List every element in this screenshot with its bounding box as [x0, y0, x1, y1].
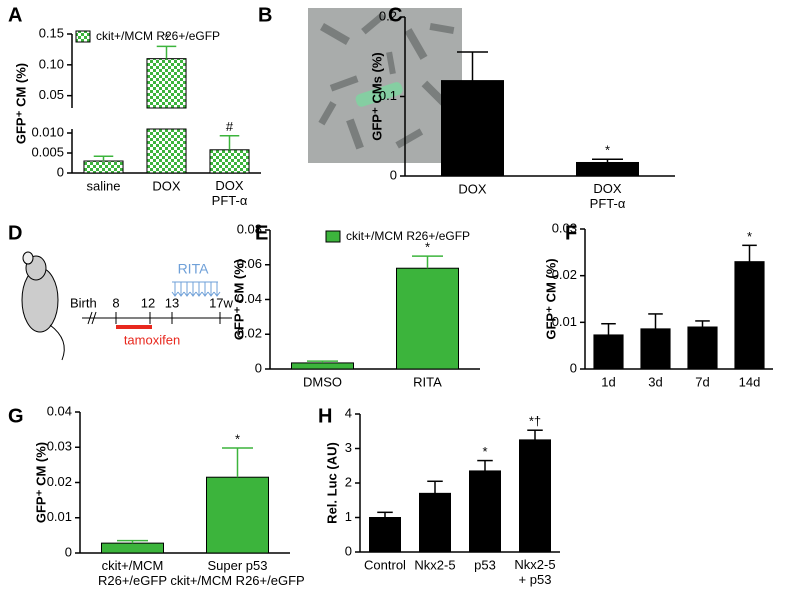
diagram-label: tamoxifen [124, 332, 180, 347]
bar [83, 160, 124, 174]
x-tick-label: DOX [152, 178, 181, 193]
y-tick-label: 0.10 [39, 56, 64, 71]
diagram-label: 13 [165, 295, 179, 310]
y-tick-label: 3 [345, 440, 352, 455]
bar [441, 80, 504, 177]
y-tick-label: 0.01 [552, 314, 577, 329]
y-tick-label: 0.04 [47, 403, 72, 418]
y-tick-label: 0.05 [39, 87, 64, 102]
y-tick-label: 4 [345, 405, 352, 420]
annotation: *† [529, 414, 541, 429]
y-tick-label: 0 [65, 544, 72, 559]
bar [519, 439, 551, 553]
x-tick-label: saline [87, 178, 121, 193]
annotation: * [482, 444, 487, 459]
legend-label: ckit+/MCM R26+/eGFP [96, 29, 220, 43]
panel-label: G [8, 405, 24, 427]
x-tick-label: 14d [739, 374, 761, 389]
y-tick-label: 0.005 [31, 144, 64, 159]
x-tick-label: DMSO [303, 374, 342, 389]
y-tick-label: 0.01 [47, 509, 72, 524]
panel-label: C [388, 4, 402, 26]
y-tick-label: 2 [345, 474, 352, 489]
x-tick-label: Super p53 ckit+/MCM R26+/eGFP [170, 558, 304, 588]
y-tick-label: 0.2 [379, 8, 397, 23]
diagram-label: 8 [112, 295, 119, 310]
bar [146, 58, 187, 109]
y-tick-label: 0.02 [237, 326, 262, 341]
panel-label: B [258, 4, 272, 26]
x-tick-label: Control [364, 557, 406, 572]
x-tick-label: Nkx2-5 [414, 557, 455, 572]
annotation: # [226, 119, 234, 134]
panel-label: H [318, 405, 332, 427]
legend-swatch [325, 230, 341, 243]
bar [146, 128, 187, 174]
diagram-label: 17w [209, 295, 233, 310]
x-tick-label: 3d [648, 374, 662, 389]
y-tick-label: 0.06 [237, 256, 262, 271]
bar [593, 334, 624, 370]
y-axis-label: GFP⁺ CM (%) [33, 442, 48, 523]
diagram-label: Birth [70, 295, 97, 310]
panel-label: A [8, 4, 22, 26]
x-tick-label: p53 [474, 557, 496, 572]
x-tick-label: DOX [458, 181, 487, 196]
y-tick-label: 0.03 [552, 220, 577, 235]
y-axis-label: GFP⁺ CM (%) [543, 258, 558, 339]
bar [209, 149, 250, 174]
y-tick-label: 0.03 [47, 439, 72, 454]
y-axis-label: Rel. Luc (AU) [324, 442, 339, 524]
panel-label: E [255, 222, 268, 244]
bar [369, 517, 401, 553]
y-tick-label: 0.02 [552, 267, 577, 282]
bar [419, 492, 451, 553]
annotation: * [425, 240, 430, 255]
y-axis-label: GFP⁺ CM (%) [231, 259, 246, 340]
y-tick-label: 0.010 [31, 124, 64, 139]
bar [396, 267, 459, 370]
x-tick-label: ckit+/MCM R26+/eGFP [98, 558, 167, 588]
x-tick-label: Nkx2-5 + p53 [514, 557, 555, 587]
y-axis-label: GFP⁺ CM (%) [13, 63, 28, 144]
panel-label: F [565, 222, 577, 244]
y-axis-label: GFP⁺ CMs (%) [369, 52, 384, 140]
timeline-diagram: Birth 8 12 13 17w RITA tamoxifen [21, 251, 234, 361]
diagram-label: RITA [178, 261, 210, 277]
y-tick-label: 0.02 [47, 474, 72, 489]
y-tick-label: 0.1 [379, 88, 397, 103]
y-tick-label: 0 [345, 543, 352, 558]
x-tick-label: DOX PFT-α [590, 181, 626, 211]
x-tick-label: DOX PFT-α [212, 178, 248, 208]
y-tick-label: 0 [570, 360, 577, 375]
bar [291, 362, 354, 370]
y-tick-label: 0.08 [237, 221, 262, 236]
bar [687, 326, 718, 370]
bar [206, 476, 269, 554]
bar [576, 161, 639, 177]
diagram-label: 12 [141, 295, 155, 310]
panel-label: D [8, 222, 22, 244]
annotation: * [605, 143, 610, 158]
annotation: * [747, 229, 752, 244]
annotation: * [164, 30, 169, 45]
y-tick-label: 0.15 [39, 25, 64, 40]
x-tick-label: 1d [601, 374, 615, 389]
bar [640, 328, 671, 370]
y-tick-label: 0 [255, 360, 262, 375]
legend-swatch [75, 30, 91, 43]
y-tick-label: 0 [57, 164, 64, 179]
y-tick-label: 1 [345, 509, 352, 524]
bar [101, 542, 164, 554]
x-tick-label: RITA [413, 374, 442, 389]
annotation: * [235, 431, 240, 446]
bar [734, 261, 765, 370]
y-tick-label: 0 [390, 167, 397, 182]
y-tick-label: 0.04 [237, 291, 262, 306]
legend-label: ckit+/MCM R26+/eGFP [346, 229, 470, 243]
bar [469, 470, 501, 553]
x-tick-label: 7d [695, 374, 709, 389]
micrograph [308, 8, 462, 163]
